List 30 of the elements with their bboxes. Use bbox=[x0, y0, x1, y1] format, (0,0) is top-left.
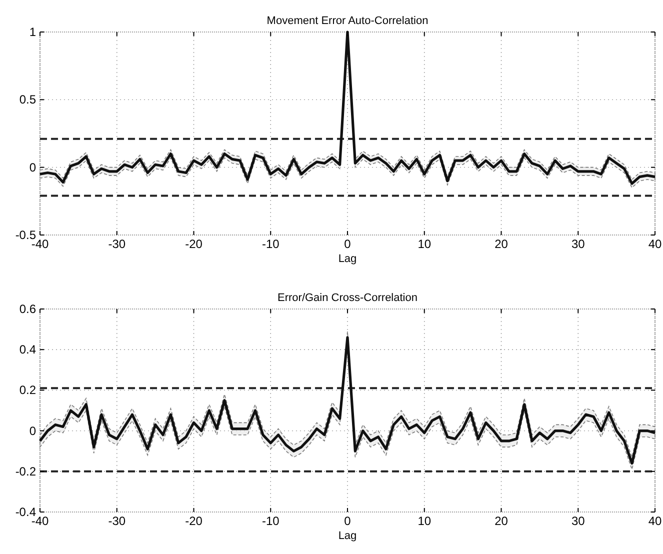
x-tick-label: 30 bbox=[571, 514, 586, 528]
y-tick-label: 0.5 bbox=[19, 92, 36, 107]
x-tick-label: 10 bbox=[418, 237, 432, 251]
y-tick-label: 0.4 bbox=[19, 342, 36, 357]
x-axis-title: Lag bbox=[338, 253, 357, 265]
x-tick-label: 0 bbox=[344, 514, 352, 528]
y-tick-label: -0.2 bbox=[15, 464, 36, 478]
x-tick-label: 40 bbox=[648, 237, 662, 251]
y-tick-label: 1 bbox=[29, 25, 36, 39]
y-tick-label: -0.5 bbox=[15, 228, 36, 242]
x-axis-title: Lag bbox=[338, 530, 357, 542]
x-tick-label: -30 bbox=[108, 237, 126, 251]
x-tick-label: -20 bbox=[185, 514, 203, 528]
y-tick-label: 0 bbox=[29, 424, 36, 438]
y-tick-label: 0 bbox=[29, 160, 36, 174]
x-tick-label: -30 bbox=[108, 514, 126, 528]
x-tick-label: 30 bbox=[571, 237, 586, 251]
chart-title: Error/Gain Cross-Correlation bbox=[278, 292, 418, 304]
y-tick-label: 0.6 bbox=[19, 302, 36, 316]
x-tick-label: 10 bbox=[418, 514, 432, 528]
x-tick-label: -20 bbox=[185, 237, 203, 251]
y-tick-label: 0.2 bbox=[19, 383, 36, 398]
x-tick-label: 0 bbox=[344, 237, 352, 251]
chart-title: Movement Error Auto-Correlation bbox=[266, 15, 428, 27]
x-tick-label: -10 bbox=[262, 237, 280, 251]
x-tick-label: 20 bbox=[494, 514, 508, 528]
y-tick-label: -0.4 bbox=[15, 505, 36, 519]
x-tick-label: -10 bbox=[262, 514, 280, 528]
x-tick-label: 40 bbox=[648, 514, 662, 528]
x-tick-label: 20 bbox=[494, 237, 508, 251]
